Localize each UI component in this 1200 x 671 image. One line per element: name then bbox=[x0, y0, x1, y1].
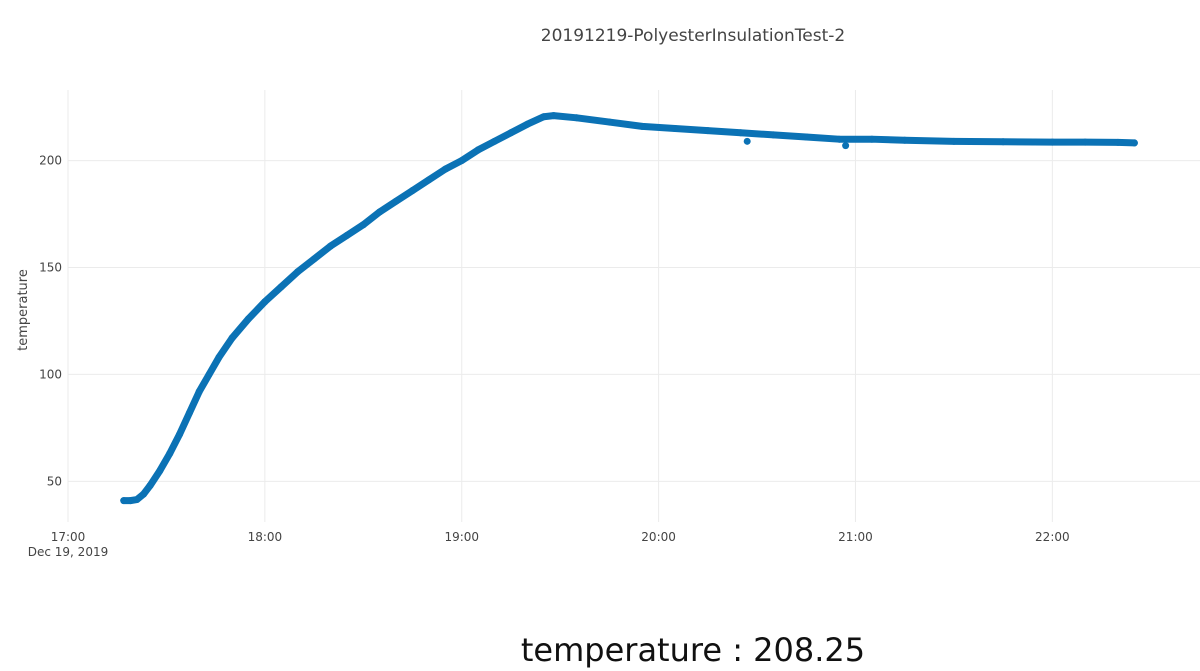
point bbox=[133, 496, 141, 504]
x-tick-label: 17:00 bbox=[51, 530, 86, 544]
point bbox=[261, 298, 269, 306]
y-tick-label: 50 bbox=[47, 474, 62, 488]
point bbox=[868, 135, 876, 143]
point bbox=[550, 112, 558, 120]
point bbox=[146, 482, 154, 490]
grid bbox=[67, 90, 1200, 522]
point bbox=[156, 467, 164, 475]
point bbox=[359, 221, 367, 229]
point bbox=[425, 176, 433, 184]
point bbox=[704, 127, 712, 135]
point bbox=[215, 353, 223, 361]
point bbox=[126, 497, 134, 505]
point bbox=[1130, 139, 1138, 147]
point bbox=[185, 409, 193, 417]
point bbox=[999, 138, 1007, 146]
point bbox=[139, 490, 147, 498]
point bbox=[901, 136, 909, 144]
point bbox=[605, 118, 613, 126]
point bbox=[166, 450, 174, 458]
point bbox=[638, 122, 646, 130]
point bbox=[802, 133, 810, 141]
x-tick-label: 19:00 bbox=[444, 530, 479, 544]
point bbox=[376, 208, 384, 216]
x-tick-label: 21:00 bbox=[838, 530, 873, 544]
point bbox=[671, 124, 679, 132]
point bbox=[244, 315, 252, 323]
chart-title: 20191219-PolyesterInsulationTest-2 bbox=[541, 26, 845, 46]
point bbox=[737, 129, 745, 137]
point bbox=[743, 137, 751, 145]
point bbox=[343, 231, 351, 239]
point bbox=[409, 187, 417, 195]
y-tick-label: 150 bbox=[39, 261, 62, 275]
readout: temperature : 208.25 bbox=[521, 631, 865, 669]
point bbox=[474, 146, 482, 154]
point bbox=[310, 255, 318, 263]
point bbox=[507, 129, 515, 137]
point bbox=[523, 120, 531, 128]
point bbox=[326, 242, 334, 250]
point bbox=[195, 388, 203, 396]
point bbox=[441, 165, 449, 173]
x-tick-label: 20:00 bbox=[641, 530, 676, 544]
point bbox=[458, 157, 466, 165]
x-tick-label: 18:00 bbox=[248, 530, 283, 544]
point bbox=[1114, 138, 1122, 146]
point bbox=[573, 114, 581, 122]
point bbox=[491, 137, 499, 145]
point bbox=[1048, 138, 1056, 146]
point bbox=[205, 370, 213, 378]
series-line bbox=[120, 112, 1138, 505]
x-tick-label: 22:00 bbox=[1035, 530, 1070, 544]
point bbox=[842, 142, 850, 150]
point bbox=[540, 113, 548, 121]
point bbox=[294, 268, 302, 276]
point bbox=[277, 283, 285, 291]
y-tick-label: 100 bbox=[39, 367, 62, 381]
point bbox=[835, 135, 843, 143]
x-date-label: Dec 19, 2019 bbox=[28, 545, 108, 559]
point bbox=[228, 334, 236, 342]
point bbox=[950, 137, 958, 145]
y-axis-title: temperature bbox=[16, 269, 31, 351]
y-tick-label: 200 bbox=[39, 154, 62, 168]
point bbox=[1081, 138, 1089, 146]
point bbox=[120, 497, 128, 505]
point bbox=[392, 197, 400, 205]
point bbox=[176, 430, 184, 438]
point bbox=[769, 131, 777, 139]
